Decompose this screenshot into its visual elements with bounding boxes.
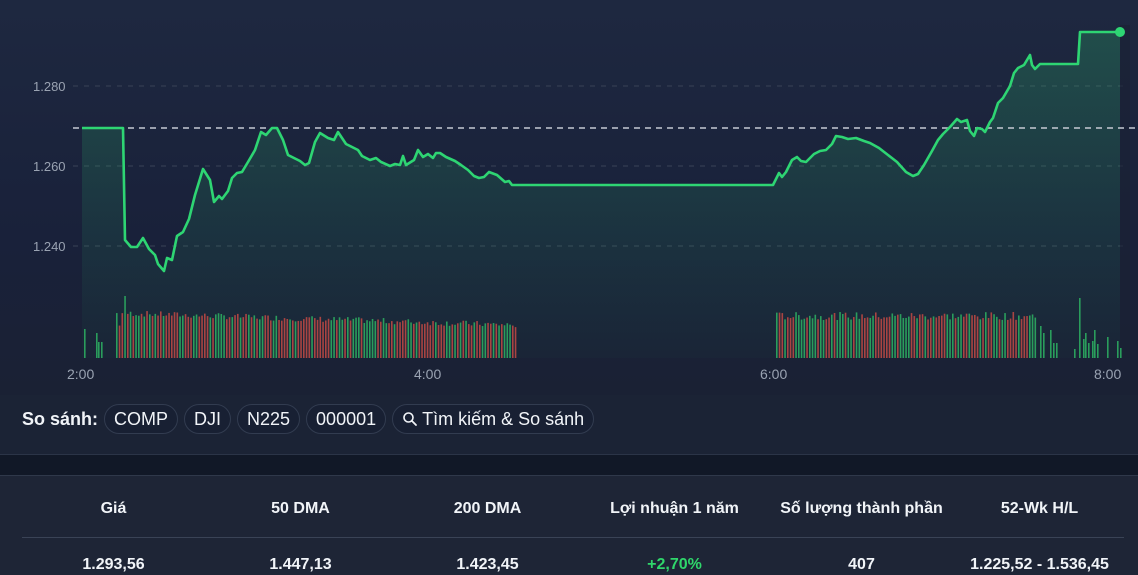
stat-value-price: 1.293,56 bbox=[82, 556, 145, 573]
compare-chip-comp[interactable]: COMP bbox=[104, 404, 179, 434]
x-tick-label: 4:00 bbox=[414, 366, 442, 382]
y-tick-label: 1.240 bbox=[33, 239, 66, 254]
stats-divider bbox=[22, 537, 1124, 538]
compare-chip-n225[interactable]: N225 bbox=[237, 404, 301, 434]
price-chart-svg bbox=[73, 25, 1138, 358]
stat-value-52wk: 1.225,52 - 1.536,45 bbox=[970, 556, 1109, 573]
stat-header-price: Giá bbox=[100, 500, 127, 517]
stat-header-1y-return: Lợi nhuận 1 năm bbox=[610, 500, 739, 517]
x-tick-label: 2:00 bbox=[67, 366, 95, 382]
volume-bars bbox=[84, 296, 1122, 358]
section-gap bbox=[0, 455, 1138, 475]
y-tick-label: 1.280 bbox=[33, 79, 66, 94]
x-tick-label: 8:00 bbox=[1094, 366, 1122, 382]
compare-chip-dji[interactable]: DJI bbox=[184, 404, 232, 434]
stat-value-constituents: 407 bbox=[848, 556, 875, 573]
price-line bbox=[82, 30, 1120, 273]
last-price-dot[interactable] bbox=[1115, 27, 1125, 37]
stats-panel: Giá 50 DMA 200 DMA Lợi nhuận 1 năm Số lư… bbox=[0, 476, 1138, 575]
divider bbox=[0, 475, 1138, 476]
stats-header-row: Giá 50 DMA 200 DMA Lợi nhuận 1 năm Số lư… bbox=[20, 500, 1124, 518]
stat-value-50dma: 1.447,13 bbox=[269, 556, 332, 573]
compare-label: So sánh: bbox=[22, 408, 99, 429]
stat-header-50dma: 50 DMA bbox=[271, 500, 330, 517]
search-compare-button[interactable]: Tìm kiếm & So sánh bbox=[392, 404, 595, 434]
divider bbox=[0, 454, 1138, 455]
stat-header-constituents: Số lượng thành phần bbox=[780, 500, 943, 517]
stat-value-1y-return: +2,70% bbox=[647, 556, 702, 573]
price-area bbox=[82, 32, 1120, 358]
price-chart[interactable]: 1.280 1.260 1.240 2:00 4:00 6:00 8:00 bbox=[0, 0, 1138, 395]
stat-header-52wk: 52-Wk H/L bbox=[1000, 500, 1079, 517]
x-tick-label: 6:00 bbox=[760, 366, 788, 382]
stat-header-200dma: 200 DMA bbox=[453, 500, 522, 517]
stat-value-200dma: 1.423,45 bbox=[456, 556, 519, 573]
search-compare-label: Tìm kiếm & So sánh bbox=[422, 408, 585, 429]
stats-value-row: 1.293,56 1.447,13 1.423,45 +2,70% 407 1.… bbox=[20, 556, 1124, 574]
compare-bar: So sánh: COMP DJI N225 000001 Tìm kiếm &… bbox=[22, 404, 595, 434]
search-icon bbox=[403, 412, 418, 426]
compare-chip-000001[interactable]: 000001 bbox=[306, 404, 387, 434]
y-tick-label: 1.260 bbox=[33, 159, 66, 174]
